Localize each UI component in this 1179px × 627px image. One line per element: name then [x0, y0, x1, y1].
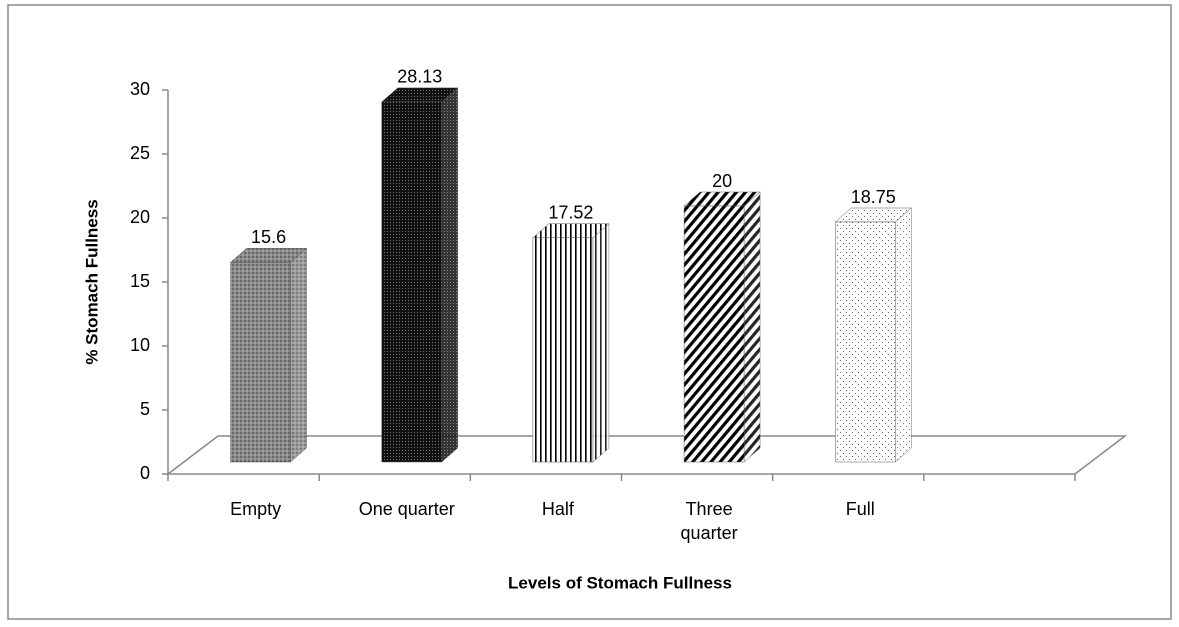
- y-tick-label: 5: [140, 399, 150, 419]
- y-tick-label: 20: [130, 207, 150, 227]
- y-tick-label: 30: [130, 79, 150, 99]
- data-label: 20: [712, 171, 732, 191]
- y-axis-title: % Stomach Fullness: [82, 199, 101, 364]
- y-tick-label: 25: [130, 143, 150, 163]
- y-tick-label: 10: [130, 335, 150, 355]
- x-tick-label: Three quarter: [681, 499, 738, 543]
- bar-side: [441, 87, 458, 463]
- bar: [381, 101, 442, 463]
- data-label: 15.6: [251, 227, 286, 247]
- bar-side: [743, 191, 761, 463]
- bar-side: [592, 223, 610, 463]
- data-label: 28.13: [397, 67, 442, 87]
- bar: [683, 205, 745, 463]
- bar-side: [895, 207, 912, 463]
- data-label: 17.52: [548, 202, 593, 222]
- bar: [532, 237, 594, 463]
- x-tick-label: Full: [846, 499, 875, 519]
- x-tick-label: One quarter: [359, 499, 455, 519]
- bar: [835, 221, 896, 463]
- y-tick-label: 15: [130, 271, 150, 291]
- bar-side: [290, 247, 307, 463]
- x-tick-label: Empty: [230, 499, 281, 519]
- bar: [230, 262, 291, 463]
- x-axis-title: Levels of Stomach Fullness: [508, 573, 732, 592]
- x-tick-label: Half: [542, 499, 575, 519]
- y-tick-label: 0: [140, 463, 150, 483]
- data-label: 18.75: [851, 187, 896, 207]
